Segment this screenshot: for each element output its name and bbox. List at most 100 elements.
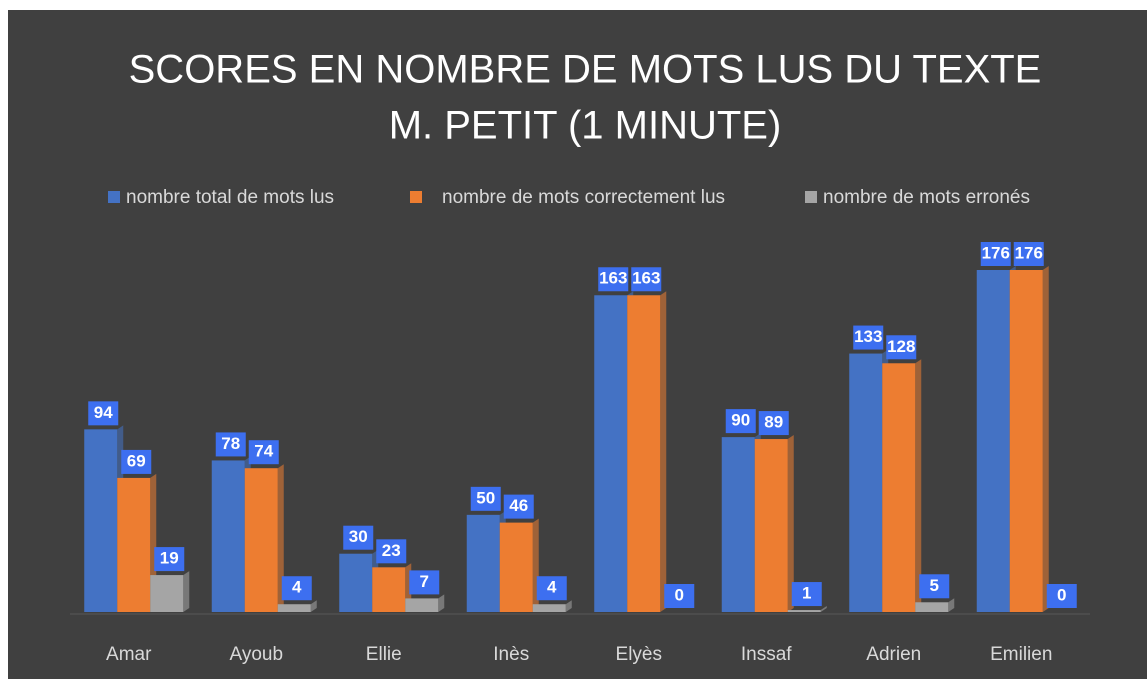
x-tick-label: Inès [493, 644, 529, 665]
bar [466, 514, 500, 612]
data-label: 94 [94, 403, 113, 422]
chart-title: SCORES EN NOMBRE DE MOTS LUS DU TEXTE [129, 48, 1042, 92]
bar [787, 610, 821, 612]
bar [277, 604, 311, 612]
bar [499, 522, 533, 612]
data-label: 23 [382, 541, 401, 560]
data-label: 69 [127, 451, 146, 470]
data-label: 0 [1057, 585, 1066, 604]
legend-label: nombre total de mots lus [126, 187, 334, 208]
data-label: 176 [1015, 243, 1043, 262]
bar [754, 439, 788, 612]
data-label: 78 [221, 434, 240, 453]
data-label-box [631, 267, 662, 292]
data-label-box [725, 409, 756, 434]
bar-side [277, 464, 284, 612]
data-label-box [343, 525, 374, 550]
data-label: 4 [292, 578, 302, 597]
bar-side [1042, 266, 1049, 612]
data-label-box [853, 325, 884, 350]
bar [882, 363, 916, 612]
data-label-box [121, 449, 152, 474]
data-label-box [886, 335, 917, 360]
data-label-box [281, 576, 312, 601]
data-label-box [503, 494, 534, 519]
legend-swatch [805, 191, 817, 203]
bar [1009, 270, 1043, 612]
data-label: 30 [349, 527, 368, 546]
data-label: 4 [547, 578, 557, 597]
chart-title: M. PETIT (1 MINUTE) [389, 104, 782, 148]
legend-label: nombre de mots correctement lus [442, 187, 725, 208]
data-label: 5 [930, 576, 939, 595]
bar-side [310, 600, 317, 612]
data-label-box [598, 267, 629, 292]
bar [405, 598, 439, 612]
data-label: 46 [509, 496, 528, 515]
data-label-box [536, 576, 567, 601]
data-label: 74 [254, 442, 273, 461]
bar-side [438, 594, 445, 612]
bar [150, 575, 184, 612]
bar [532, 604, 566, 612]
bar [372, 567, 406, 612]
data-label-box [88, 401, 119, 426]
bar-side [565, 600, 572, 612]
x-tick-label: Ayoub [229, 644, 283, 665]
data-label-box [664, 584, 695, 608]
bar [211, 460, 245, 612]
bar-side [183, 571, 190, 612]
bar [594, 295, 628, 612]
bar [915, 602, 949, 612]
legend-swatch [108, 191, 120, 203]
data-label-box [470, 486, 501, 511]
bar [976, 270, 1010, 612]
legend-swatch [410, 191, 422, 203]
x-tick-label: Emilien [990, 644, 1052, 665]
data-label: 0 [675, 585, 684, 604]
data-label: 163 [632, 269, 660, 288]
data-label-box [409, 570, 440, 595]
data-label-box [215, 432, 246, 457]
bar-side [915, 359, 922, 612]
legend-label: nombre de mots erronés [823, 187, 1030, 208]
bar [849, 353, 883, 612]
data-label-box [791, 582, 822, 607]
bar [244, 468, 278, 612]
bar-side [820, 606, 827, 612]
data-label: 90 [731, 411, 750, 430]
data-label-box [758, 411, 789, 436]
bar-side [787, 435, 794, 612]
bar [627, 295, 661, 612]
x-tick-label: Inssaf [741, 644, 792, 665]
data-label: 19 [160, 549, 179, 568]
x-tick-label: Amar [106, 644, 152, 665]
x-tick-label: Elyès [616, 644, 662, 665]
data-label: 128 [887, 337, 915, 356]
bar [84, 429, 118, 612]
data-label: 1 [802, 584, 811, 603]
bar-side [948, 598, 955, 612]
data-label: 163 [599, 269, 627, 288]
data-label: 7 [420, 572, 429, 591]
data-label-box [154, 547, 185, 572]
data-label: 133 [854, 327, 882, 346]
data-label-box [980, 242, 1011, 266]
data-label-box [376, 539, 407, 564]
bar [721, 437, 755, 612]
bar-side [660, 291, 667, 612]
data-label: 50 [476, 488, 495, 507]
data-label-box [1046, 584, 1077, 608]
chart-background [8, 10, 1147, 679]
data-label-box [919, 574, 950, 599]
x-tick-label: Adrien [866, 644, 921, 665]
data-label-box [1013, 242, 1044, 266]
bar [117, 477, 151, 612]
data-label-box [248, 440, 279, 465]
data-label: 176 [982, 243, 1010, 262]
data-label: 89 [764, 413, 783, 432]
bar [339, 553, 373, 612]
x-tick-label: Ellie [366, 644, 402, 665]
